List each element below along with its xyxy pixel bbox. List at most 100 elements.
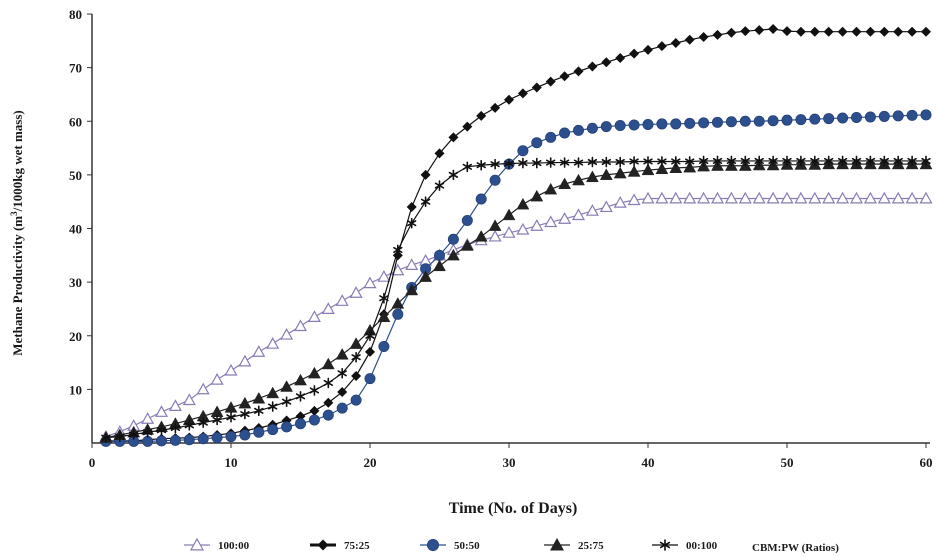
data-point <box>670 118 682 130</box>
data-point <box>642 118 654 130</box>
y-tick-label: 40 <box>69 222 82 237</box>
x-ticks: 0 10 20 30 40 50 60 <box>89 443 933 470</box>
data-point <box>295 411 306 422</box>
data-point <box>156 424 167 436</box>
data-point <box>544 215 558 228</box>
data-point <box>822 191 836 204</box>
legend-item: 100:00 <box>184 537 250 552</box>
data-point <box>782 26 792 37</box>
data-point <box>780 191 794 204</box>
data-point <box>392 308 404 320</box>
data-point <box>224 363 238 376</box>
legend-marker <box>426 538 440 552</box>
data-point <box>892 110 904 122</box>
y-ticks: 10 20 30 40 50 60 70 80 <box>69 7 92 397</box>
data-point <box>531 82 542 93</box>
data-point <box>349 286 363 298</box>
data-point <box>893 26 904 37</box>
data-point <box>475 193 487 205</box>
data-point <box>643 44 653 55</box>
series-75-25 <box>100 24 931 446</box>
series-line <box>105 163 926 439</box>
data-point <box>212 414 222 426</box>
data-point <box>656 41 667 52</box>
data-point <box>740 155 750 167</box>
data-point <box>238 396 252 409</box>
data-point <box>641 163 655 176</box>
data-point <box>309 385 320 396</box>
data-point <box>893 155 903 167</box>
data-point <box>558 177 572 190</box>
data-point <box>808 191 822 204</box>
data-point <box>267 424 279 436</box>
data-point <box>768 155 778 167</box>
y-tick-label: 20 <box>69 329 82 344</box>
data-point <box>865 155 876 167</box>
x-tick-label: 30 <box>503 455 516 470</box>
data-point <box>210 372 224 385</box>
data-point <box>836 191 850 204</box>
data-point <box>684 34 695 45</box>
data-point <box>766 191 780 204</box>
data-point <box>614 120 626 132</box>
legend-label: 100:00 <box>218 540 250 552</box>
data-point <box>474 230 488 242</box>
data-point <box>712 29 723 40</box>
data-point <box>684 117 696 129</box>
data-point <box>698 32 709 43</box>
data-point <box>837 26 848 37</box>
data-point <box>433 249 445 261</box>
data-point <box>490 102 501 113</box>
x-tick-label: 20 <box>364 455 377 470</box>
data-point <box>476 159 486 171</box>
data-point <box>628 119 640 131</box>
legend-label: 50:50 <box>454 540 480 552</box>
data-point <box>795 114 807 126</box>
data-point <box>754 155 764 167</box>
data-point <box>531 137 543 149</box>
series-line <box>105 28 926 442</box>
legend-item: 00:100 <box>652 539 718 552</box>
data-point <box>253 426 265 438</box>
legend-marker <box>189 537 205 551</box>
data-point <box>891 191 905 204</box>
data-point <box>516 197 530 210</box>
data-point <box>629 156 639 167</box>
data-point <box>657 156 667 167</box>
data-point <box>142 435 154 447</box>
data-point <box>629 48 640 59</box>
data-point <box>280 327 294 340</box>
legend-label: 25:75 <box>578 540 604 552</box>
x-axis-title: Time (No. of Days) <box>449 500 578 517</box>
data-point <box>226 411 236 423</box>
data-point <box>182 393 196 406</box>
data-point <box>643 156 653 167</box>
x-tick-label: 60 <box>920 455 933 470</box>
data-point <box>307 366 321 379</box>
data-point <box>517 88 528 99</box>
data-point <box>225 431 237 443</box>
data-point <box>599 168 613 180</box>
data-point <box>377 270 391 282</box>
data-point <box>323 377 333 389</box>
data-point <box>281 421 293 433</box>
data-point <box>433 259 446 272</box>
data-point <box>294 418 306 430</box>
data-point <box>448 169 459 181</box>
data-point <box>142 426 153 438</box>
legend-marker <box>549 537 565 551</box>
x-tick-label: 40 <box>642 455 655 470</box>
data-point <box>712 155 723 167</box>
legend-note: CBM:PW (Ratios) <box>752 542 839 554</box>
data-point <box>391 263 405 276</box>
data-point <box>129 429 139 440</box>
data-point <box>627 165 641 177</box>
data-point <box>488 229 502 242</box>
data-point <box>170 422 181 434</box>
data-point <box>863 191 877 204</box>
data-point <box>752 191 766 204</box>
data-point <box>351 351 361 363</box>
y-axis-title-superscript: 3 <box>9 211 19 216</box>
data-point <box>572 173 585 186</box>
